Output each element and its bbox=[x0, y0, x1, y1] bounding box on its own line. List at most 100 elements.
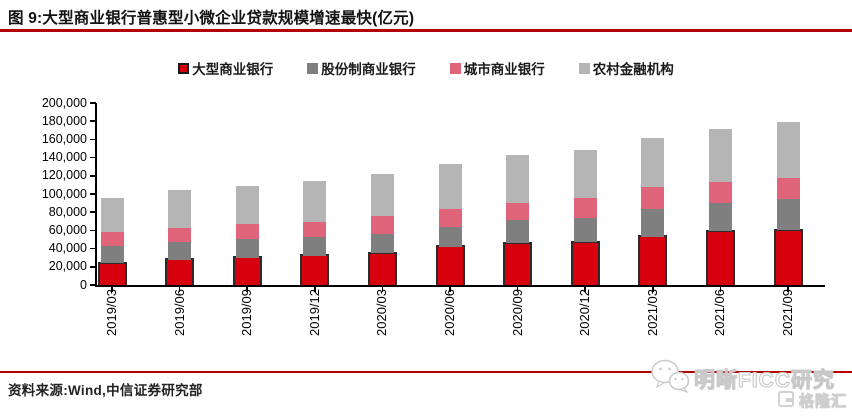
bar-segment-农村金融机构 bbox=[776, 122, 800, 178]
legend-marker-icon bbox=[449, 62, 461, 74]
bar-segment-大型商业银行 bbox=[300, 254, 330, 287]
bar-segment-城市商业银行 bbox=[438, 208, 462, 227]
bar-segment-农村金融机构 bbox=[370, 173, 394, 216]
legend-label: 农村金融机构 bbox=[592, 62, 674, 77]
bar-segment-农村金融机构 bbox=[506, 154, 530, 204]
bar-segment-大型商业银行 bbox=[773, 228, 803, 287]
bar-segment-大型商业银行 bbox=[503, 241, 533, 287]
bar-segment-农村金融机构 bbox=[708, 129, 732, 183]
x-tick-label: 2019/03 bbox=[104, 289, 119, 336]
bar-segment-股份制商业银行 bbox=[438, 226, 462, 247]
bar-segment-大型商业银行 bbox=[638, 235, 668, 287]
bar-segment-农村金融机构 bbox=[168, 190, 192, 228]
legend-marker-icon bbox=[178, 62, 190, 74]
y-axis-tick bbox=[90, 229, 96, 232]
x-axis-tick bbox=[449, 287, 451, 292]
bar-segment-城市商业银行 bbox=[506, 203, 530, 221]
bar-segment-城市商业银行 bbox=[641, 186, 665, 209]
bar-segment-大型商业银行 bbox=[570, 240, 600, 287]
x-axis-tick bbox=[719, 287, 722, 292]
bar-segment-农村金融机构 bbox=[235, 185, 259, 225]
bar-segment-大型商业银行 bbox=[165, 258, 195, 287]
bar-segment-城市商业银行 bbox=[573, 197, 597, 218]
x-axis-tick bbox=[314, 287, 316, 292]
bar-segment-城市商业银行 bbox=[776, 177, 800, 200]
y-axis-tick bbox=[90, 156, 96, 159]
bar-segment-城市商业银行 bbox=[235, 224, 259, 239]
figure-title: 图 9:大型商业银行普惠型小微企业贷款规模增速最快(亿元) bbox=[8, 10, 415, 27]
x-tick-label: 2019/06 bbox=[171, 289, 187, 336]
y-axis-tick bbox=[90, 266, 96, 268]
x-tick-label: 2020/03 bbox=[374, 289, 390, 336]
bar-segment-股份制商业银行 bbox=[506, 220, 530, 244]
y-tick-label: 180,000 bbox=[41, 113, 87, 128]
legend-label: 大型商业银行 bbox=[192, 62, 274, 77]
x-axis-tick bbox=[381, 287, 384, 292]
y-tick-label: 0 bbox=[80, 277, 87, 292]
x-tick-label: 2020/06 bbox=[442, 289, 457, 336]
y-tick-label: 200,000 bbox=[41, 95, 87, 110]
bar-segment-城市商业银行 bbox=[168, 227, 192, 243]
y-tick-label: 140,000 bbox=[41, 150, 87, 165]
legend-marker-icon bbox=[578, 62, 590, 74]
x-tick-label: 2019/12 bbox=[306, 289, 322, 336]
y-tick-label: 60,000 bbox=[48, 222, 87, 237]
y-tick-label: 20,000 bbox=[48, 259, 87, 274]
watermark-brand-text: 明晰FICC研究 bbox=[693, 368, 835, 392]
bar-segment-股份制商业银行 bbox=[708, 203, 732, 232]
legend-item-农村金融机构: 农村金融机构 bbox=[578, 58, 674, 78]
wechat-icon bbox=[651, 359, 690, 394]
bar-segment-股份制商业银行 bbox=[776, 199, 800, 231]
bar-segment-股份制商业银行 bbox=[641, 208, 665, 237]
bar-segment-农村金融机构 bbox=[641, 137, 665, 187]
y-axis-tick bbox=[90, 175, 96, 177]
y-axis-tick bbox=[90, 211, 96, 213]
x-axis-tick bbox=[111, 287, 113, 292]
y-axis-tick bbox=[90, 247, 96, 250]
bar-segment-农村金融机构 bbox=[100, 197, 124, 233]
x-tick-label: 2020/12 bbox=[577, 289, 593, 336]
x-axis-line bbox=[95, 285, 825, 287]
footer-divider-rule bbox=[0, 371, 852, 373]
x-axis-tick bbox=[246, 287, 248, 292]
y-tick-label: 120,000 bbox=[41, 168, 87, 183]
source-note: 资料来源:Wind,中信证券研究部 bbox=[8, 383, 203, 398]
x-axis-tick bbox=[516, 287, 519, 292]
bar-segment-股份制商业银行 bbox=[100, 245, 124, 264]
bar-segment-股份制商业银行 bbox=[370, 234, 394, 254]
y-axis-tick bbox=[90, 120, 96, 122]
y-axis-tick bbox=[90, 138, 96, 141]
bar-segment-大型商业银行 bbox=[367, 251, 397, 287]
y-axis-tick bbox=[90, 102, 96, 104]
title-divider-rule bbox=[0, 29, 852, 32]
y-tick-label: 100,000 bbox=[41, 186, 87, 201]
x-tick-label: 2019/09 bbox=[239, 289, 255, 336]
bar-segment-城市商业银行 bbox=[708, 182, 732, 204]
x-axis-tick bbox=[787, 287, 789, 292]
bar-segment-股份制商业银行 bbox=[235, 238, 259, 258]
legend-label: 城市商业银行 bbox=[463, 62, 545, 77]
bar-segment-城市商业银行 bbox=[303, 222, 327, 237]
bar-segment-股份制商业银行 bbox=[168, 242, 192, 260]
bar-segment-大型商业银行 bbox=[232, 256, 262, 287]
y-tick-label: 160,000 bbox=[41, 131, 87, 146]
bar-segment-城市商业银行 bbox=[370, 215, 394, 235]
y-tick-label: 80,000 bbox=[48, 204, 87, 219]
x-tick-label: 2021/06 bbox=[712, 289, 728, 336]
bar-segment-股份制商业银行 bbox=[573, 217, 597, 243]
legend-marker-icon bbox=[307, 62, 319, 74]
bar-segment-大型商业银行 bbox=[97, 261, 127, 287]
y-axis-tick bbox=[90, 284, 96, 286]
bar-segment-农村金融机构 bbox=[303, 181, 327, 223]
bar-segment-股份制商业银行 bbox=[303, 236, 327, 256]
x-tick-label: 2021/09 bbox=[780, 289, 795, 336]
bar-segment-农村金融机构 bbox=[573, 150, 597, 198]
legend-item-股份制商业银行: 股份制商业银行 bbox=[307, 58, 416, 78]
x-tick-label: 2020/09 bbox=[509, 289, 525, 336]
chart-legend: 大型商业银行 股份制商业银行 城市商业银行 农村金融机构 bbox=[0, 58, 852, 78]
x-axis-tick bbox=[584, 287, 586, 292]
x-axis-tick bbox=[652, 287, 654, 292]
y-axis-tick bbox=[90, 193, 96, 195]
legend-item-大型商业银行: 大型商业银行 bbox=[178, 58, 273, 78]
